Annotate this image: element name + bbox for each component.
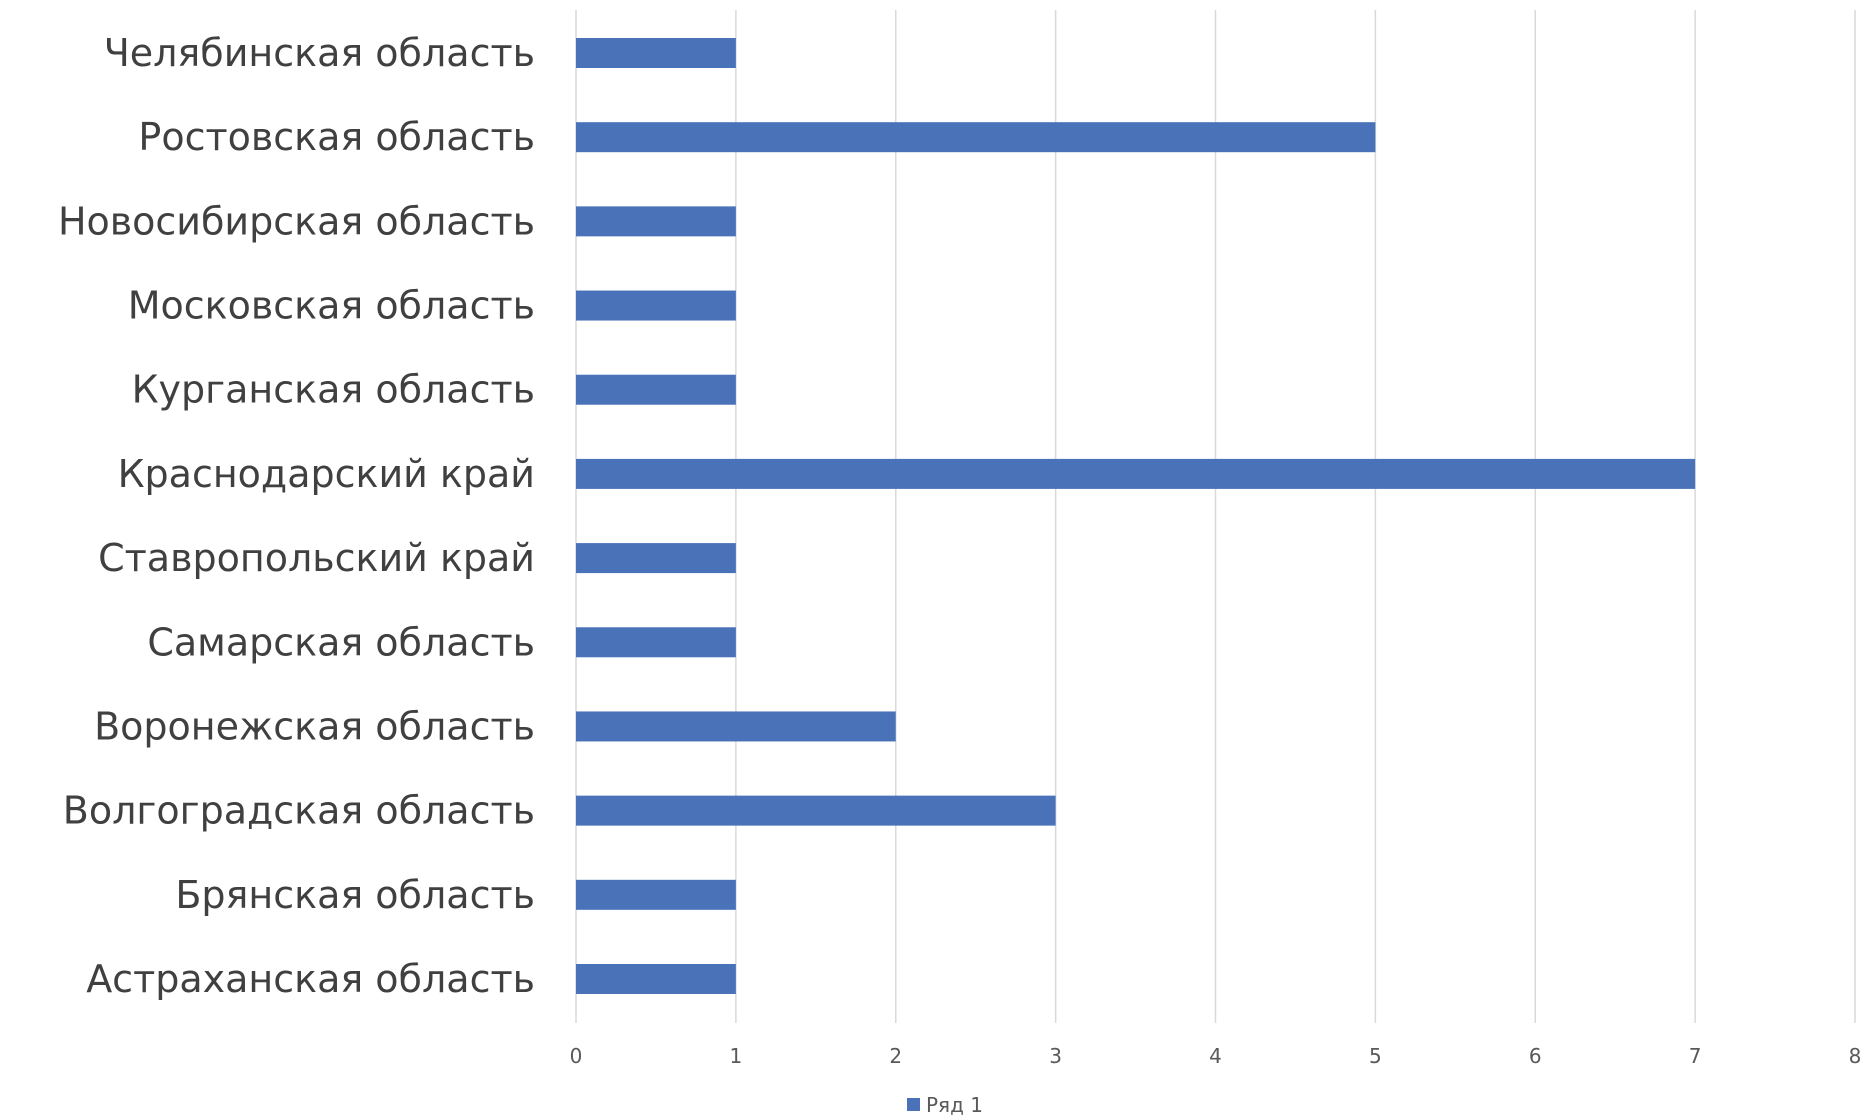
bar <box>576 458 1696 489</box>
x-tick-label: 8 <box>1849 1044 1862 1068</box>
x-tick-label: 2 <box>889 1044 902 1068</box>
bar <box>576 543 736 574</box>
bar <box>576 374 736 405</box>
category-label: Московская область <box>128 284 535 328</box>
legend: Ряд 1 <box>907 1093 983 1116</box>
x-tick-label: 5 <box>1369 1044 1382 1068</box>
x-tick-label: 6 <box>1529 1044 1542 1068</box>
category-label: Воронежская область <box>94 704 535 748</box>
category-label: Астраханская область <box>86 957 535 1001</box>
bar <box>576 711 896 742</box>
bar <box>576 38 736 68</box>
x-tick-label: 1 <box>730 1044 743 1068</box>
category-label: Волгоградская область <box>63 789 535 833</box>
grid-lines <box>575 10 1856 1023</box>
bar <box>576 795 1056 826</box>
bar <box>576 122 1376 153</box>
x-tick-label: 7 <box>1689 1044 1702 1068</box>
x-axis-tick-labels: 0 1 2 3 4 5 6 7 8 <box>570 1044 1862 1068</box>
bar <box>576 206 736 237</box>
bars <box>576 38 1696 994</box>
category-label: Новосибирская область <box>58 199 535 243</box>
bar <box>576 627 736 658</box>
category-label: Челябинская область <box>104 31 535 75</box>
category-label: Ростовская область <box>138 115 535 159</box>
x-tick-label: 4 <box>1209 1044 1222 1068</box>
bar <box>576 964 736 994</box>
category-label: Самарская область <box>147 620 535 664</box>
category-label: Курганская область <box>132 368 535 412</box>
category-label: Краснодарский край <box>118 452 535 496</box>
x-tick-label: 0 <box>570 1044 583 1068</box>
category-label: Ставропольский край <box>98 536 535 580</box>
x-tick-label: 3 <box>1049 1044 1062 1068</box>
bar <box>576 290 736 321</box>
category-labels: Челябинская область Ростовская область Нов… <box>58 31 535 1001</box>
bar <box>576 879 736 910</box>
category-label: Брянская область <box>175 873 535 917</box>
legend-label: Ряд 1 <box>926 1093 983 1116</box>
legend-swatch <box>907 1098 920 1111</box>
